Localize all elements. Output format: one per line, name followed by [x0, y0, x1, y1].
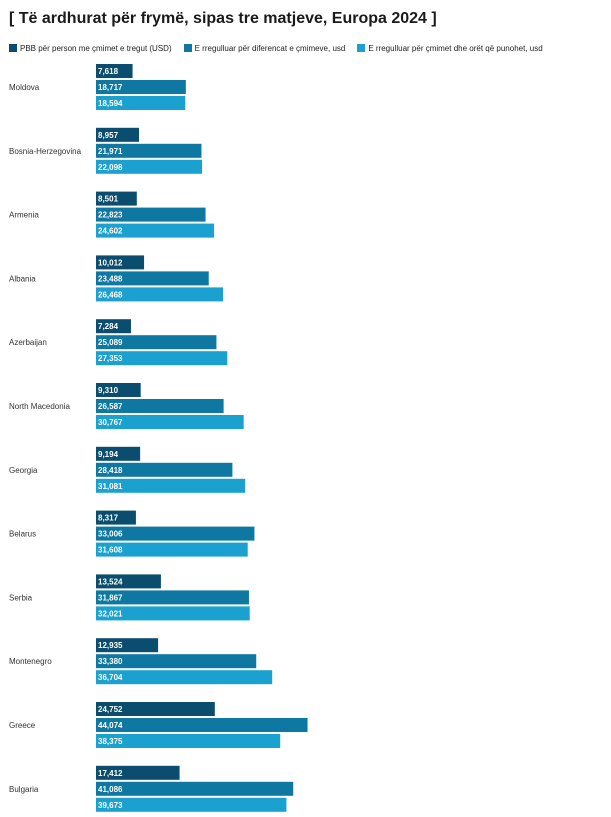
bar-armenia-series-3 — [96, 223, 215, 238]
category-label-armenia: Armenia — [9, 211, 39, 220]
category-label-azerbaijan: Azerbaijan — [9, 338, 47, 347]
category-label-bulgaria: Bulgaria — [9, 785, 39, 794]
bar-albania-series-1 — [96, 255, 145, 270]
chart-title: [ Të ardhurat për frymë, sipas tre matje… — [9, 10, 437, 27]
data-label-belarus-series-3: 31,608 — [98, 546, 123, 555]
bar-montenegro-series-1 — [96, 638, 159, 653]
bar-belarus-series-2 — [96, 526, 255, 541]
bar-serbia-series-1 — [96, 574, 161, 589]
bar-georgia-series-2 — [96, 462, 233, 477]
data-label-serbia-series-3: 32,021 — [98, 609, 123, 618]
category-label-north-macedonia: North Macedonia — [9, 402, 70, 411]
category-label-albania: Albania — [9, 274, 36, 283]
legend-label-series-2: E rregulluar për diferencat e çmimeve, u… — [194, 43, 346, 53]
bar-north-macedonia-series-3 — [96, 415, 244, 429]
bar-albania-series-2 — [96, 271, 209, 286]
bar-bosnia-herzegovina-series-1 — [96, 127, 139, 142]
legend-item-series-3: E rregulluar për çmimet dhe orët që puno… — [357, 43, 543, 53]
data-label-armenia-series-2: 22,823 — [98, 211, 123, 220]
data-label-greece-series-3: 38,375 — [98, 737, 123, 746]
data-label-albania-series-1: 10,012 — [98, 258, 123, 267]
legend: PBB për person me çmimet e tregut (USD) … — [9, 41, 555, 55]
bar-bulgaria-series-3 — [96, 797, 287, 812]
data-label-armenia-series-1: 8,501 — [98, 195, 119, 204]
category-label-serbia: Serbia — [9, 593, 33, 602]
data-label-moldova-series-2: 18,717 — [98, 83, 123, 92]
legend-label-series-3: E rregulluar për çmimet dhe orët që puno… — [368, 43, 543, 53]
data-label-greece-series-2: 44,074 — [98, 721, 123, 730]
legend-label-series-1: PBB për person me çmimet e tregut (USD) — [20, 43, 172, 53]
legend-swatch-series-3 — [357, 44, 366, 52]
bar-serbia-series-2 — [96, 590, 249, 605]
bar-moldova-series-1 — [96, 64, 133, 78]
data-label-bulgaria-series-1: 17,412 — [98, 769, 123, 778]
bar-moldova-series-3 — [96, 96, 186, 110]
category-label-greece: Greece — [9, 721, 36, 730]
bar-greece-series-3 — [96, 734, 281, 748]
bar-georgia-series-1 — [96, 446, 141, 461]
data-label-moldova-series-3: 18,594 — [98, 99, 123, 108]
data-label-greece-series-1: 24,752 — [98, 705, 123, 714]
data-label-bosnia-herzegovina-series-1: 8,957 — [98, 131, 119, 140]
data-label-north-macedonia-series-3: 30,767 — [98, 418, 123, 427]
bar-georgia-series-3 — [96, 478, 246, 493]
data-label-albania-series-3: 26,468 — [98, 290, 123, 299]
data-label-belarus-series-2: 33,006 — [98, 530, 123, 539]
bar-greece-series-1 — [96, 702, 215, 716]
bar-bulgaria-series-2 — [96, 781, 294, 796]
bar-belarus-series-3 — [96, 542, 248, 557]
data-label-montenegro-series-2: 33,380 — [98, 657, 123, 666]
legend-item-series-2: E rregulluar për diferencat e çmimeve, u… — [183, 43, 346, 53]
category-label-bosnia-herzegovina: Bosnia-Herzegovina — [9, 147, 82, 156]
bar-serbia-series-3 — [96, 606, 250, 621]
bar-belarus-series-1 — [96, 510, 136, 525]
data-label-montenegro-series-3: 36,704 — [98, 673, 123, 682]
category-label-georgia: Georgia — [9, 466, 38, 475]
bar-bosnia-herzegovina-series-3 — [96, 159, 203, 174]
data-label-georgia-series-3: 31,081 — [98, 482, 123, 491]
data-label-belarus-series-1: 8,317 — [98, 514, 119, 523]
data-label-azerbaijan-series-3: 27,353 — [98, 354, 123, 363]
bar-azerbaijan-series-1 — [96, 319, 131, 334]
data-label-north-macedonia-series-2: 26,587 — [98, 402, 123, 411]
bar-armenia-series-1 — [96, 191, 137, 206]
data-label-serbia-series-1: 13,524 — [98, 577, 123, 586]
data-label-albania-series-2: 23,488 — [98, 274, 123, 283]
data-label-bulgaria-series-2: 41,086 — [98, 785, 123, 794]
bar-moldova-series-2 — [96, 80, 186, 94]
bar-albania-series-3 — [96, 287, 224, 302]
data-label-georgia-series-2: 28,418 — [98, 466, 123, 475]
data-label-bulgaria-series-3: 39,673 — [98, 801, 123, 810]
category-label-moldova: Moldova — [9, 83, 40, 92]
bar-armenia-series-2 — [96, 207, 206, 222]
bar-north-macedonia-series-2 — [96, 399, 224, 413]
bar-montenegro-series-2 — [96, 654, 257, 669]
bar-bosnia-herzegovina-series-2 — [96, 143, 202, 158]
bar-greece-series-2 — [96, 718, 308, 732]
data-label-georgia-series-1: 9,194 — [98, 450, 119, 459]
bar-azerbaijan-series-3 — [96, 351, 228, 366]
data-label-north-macedonia-series-1: 9,310 — [98, 386, 119, 395]
data-label-armenia-series-3: 24,602 — [98, 227, 123, 236]
bar-azerbaijan-series-2 — [96, 335, 217, 350]
data-label-moldova-series-1: 7,618 — [98, 67, 119, 76]
data-label-montenegro-series-1: 12,935 — [98, 641, 123, 650]
bar-north-macedonia-series-1 — [96, 383, 141, 397]
bar-bulgaria-series-1 — [96, 765, 180, 780]
bar-montenegro-series-3 — [96, 670, 273, 685]
legend-item-series-1: PBB për person me çmimet e tregut (USD) — [9, 44, 172, 53]
category-label-belarus: Belarus — [9, 530, 36, 539]
category-label-montenegro: Montenegro — [9, 657, 52, 666]
legend-swatch-series-1 — [9, 44, 17, 52]
data-label-bosnia-herzegovina-series-3: 22,098 — [98, 163, 123, 172]
data-label-serbia-series-2: 31,867 — [98, 593, 123, 602]
data-label-azerbaijan-series-1: 7,284 — [98, 322, 119, 331]
data-label-azerbaijan-series-2: 25,089 — [98, 338, 123, 347]
data-label-bosnia-herzegovina-series-2: 21,971 — [98, 147, 123, 156]
legend-swatch-series-2 — [183, 44, 192, 52]
